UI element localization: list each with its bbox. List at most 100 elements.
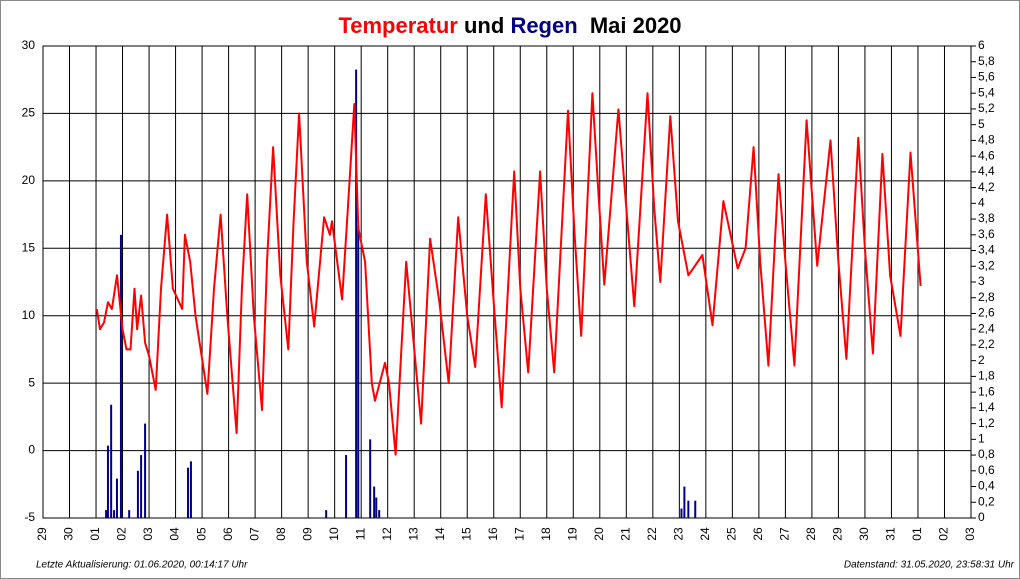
x-tick-label: 08	[274, 527, 288, 541]
x-tick-label: 30	[857, 527, 871, 541]
x-tick-label: 24	[698, 527, 712, 541]
y2-tick-label: 2,8	[978, 290, 995, 304]
footer-left: Letzte Aktualisierung: 01.06.2020, 00:14…	[36, 560, 248, 571]
x-tick-label: 16	[486, 527, 500, 541]
x-tick-label: 02	[115, 527, 129, 541]
rain-bar	[325, 510, 328, 518]
footer-right: Datenstand: 31.05.2020, 23:58:31 Uhr	[844, 560, 1015, 571]
y2-tick-label: 5,2	[978, 101, 995, 115]
y-tick-label: 10	[22, 308, 36, 322]
rain-bar	[110, 404, 113, 518]
x-tick-label: 21	[618, 527, 632, 541]
temperature-line	[95, 92, 922, 456]
x-tick-label: 04	[168, 527, 182, 541]
title-series-temperature: Temperatur	[338, 13, 458, 38]
x-tick-label: 25	[725, 527, 739, 541]
rain-bar	[378, 510, 381, 518]
x-tick-label: 20	[592, 527, 606, 541]
y2-tick-label: 0,4	[978, 479, 995, 493]
y-tick-label: 0	[28, 443, 35, 457]
rain-bar	[113, 510, 116, 518]
x-tick-label: 11	[353, 527, 367, 540]
rain-bar	[144, 423, 147, 518]
x-tick-label: 29	[831, 527, 845, 541]
rain-bar	[683, 486, 686, 518]
x-tick-label: 19	[565, 527, 579, 541]
rain-bar	[369, 439, 372, 518]
x-tick-label: 28	[804, 527, 818, 541]
rain-bar	[687, 500, 690, 518]
rain-bar	[357, 225, 360, 519]
y2-tick-label: 1,6	[978, 384, 995, 398]
title-connector: und	[464, 13, 504, 38]
rain-bar	[119, 234, 122, 519]
x-tick-label: 02	[937, 527, 951, 541]
chart-title-group: Temperatur und Regen Mai 2020	[338, 13, 681, 38]
y-tick-label: -5	[24, 510, 35, 524]
y2-tick-label: 3,8	[978, 211, 995, 225]
x-tick-label: 31	[884, 527, 898, 541]
x-tick-label: 01	[88, 527, 102, 541]
y2-tick-label: 4,4	[978, 164, 995, 178]
plot-border	[42, 45, 972, 519]
x-tick-label: 26	[751, 527, 765, 541]
y2-tick-label: 5,6	[978, 70, 995, 84]
y2-tick-label: 1,2	[978, 416, 995, 430]
rain-bar	[375, 497, 378, 518]
y2-tick-label: 0,2	[978, 494, 995, 508]
rain-bar	[140, 455, 143, 518]
y-tick-label: 15	[22, 240, 36, 254]
rain-bar	[373, 486, 376, 518]
y2-tick-label: 5	[978, 117, 985, 131]
x-tick-label: 30	[62, 527, 76, 541]
y2-tick-label: 4,6	[978, 148, 995, 162]
rain-bar	[105, 510, 108, 518]
rain-bar	[680, 508, 683, 518]
y2-tick-label: 1,8	[978, 369, 995, 383]
rain-bar	[106, 445, 109, 518]
chart-title: Mai 2020	[590, 13, 682, 38]
x-tick-label: 12	[380, 527, 394, 541]
x-tick-label: 22	[645, 527, 659, 541]
x-tick-label: 13	[406, 527, 420, 541]
x-tick-label: 14	[433, 527, 447, 541]
y-tick-label: 25	[22, 106, 36, 120]
y2-tick-label: 3,4	[978, 243, 995, 257]
y2-tick-label: 0	[978, 510, 985, 524]
y2-tick-label: 5,8	[978, 54, 995, 68]
y-tick-label: 30	[22, 38, 36, 52]
rain-bar	[694, 500, 697, 518]
x-tick-label: 23	[672, 527, 686, 541]
y2-tick-label: 4,8	[978, 133, 995, 147]
y2-tick-label: 2,6	[978, 306, 995, 320]
x-tick-label: 03	[141, 527, 155, 541]
x-tick-label: 03	[963, 527, 977, 541]
y2-tick-label: 2,4	[978, 321, 995, 335]
y-tick-label: 20	[22, 173, 36, 187]
rain-bar	[355, 69, 358, 518]
y2-tick-label: 3	[978, 274, 985, 288]
x-tick-label: 10	[327, 527, 341, 541]
y2-tick-label: 2,2	[978, 337, 995, 351]
x-tick-label: 01	[910, 527, 924, 541]
x-tick-label: 15	[459, 527, 473, 541]
rain-bar	[189, 461, 192, 518]
title-series-rain: Regen	[510, 13, 577, 38]
x-tick-label: 27	[778, 527, 792, 541]
y2-tick-label: 6	[978, 38, 985, 52]
rain-bar	[128, 510, 131, 518]
rain-bar	[136, 470, 139, 518]
x-tick-label: 18	[539, 527, 553, 541]
y-tick-label: 5	[28, 375, 35, 389]
x-tick-label: 05	[194, 527, 208, 541]
x-tick-label: 17	[512, 527, 526, 541]
x-tick-label: 07	[247, 527, 261, 541]
y2-tick-label: 0,8	[978, 447, 995, 461]
x-tick-label: 09	[300, 527, 314, 541]
y2-tick-label: 0,6	[978, 463, 995, 477]
rain-bar	[187, 467, 190, 518]
y2-tick-label: 1,4	[978, 400, 995, 414]
y2-tick-label: 4,2	[978, 180, 995, 194]
